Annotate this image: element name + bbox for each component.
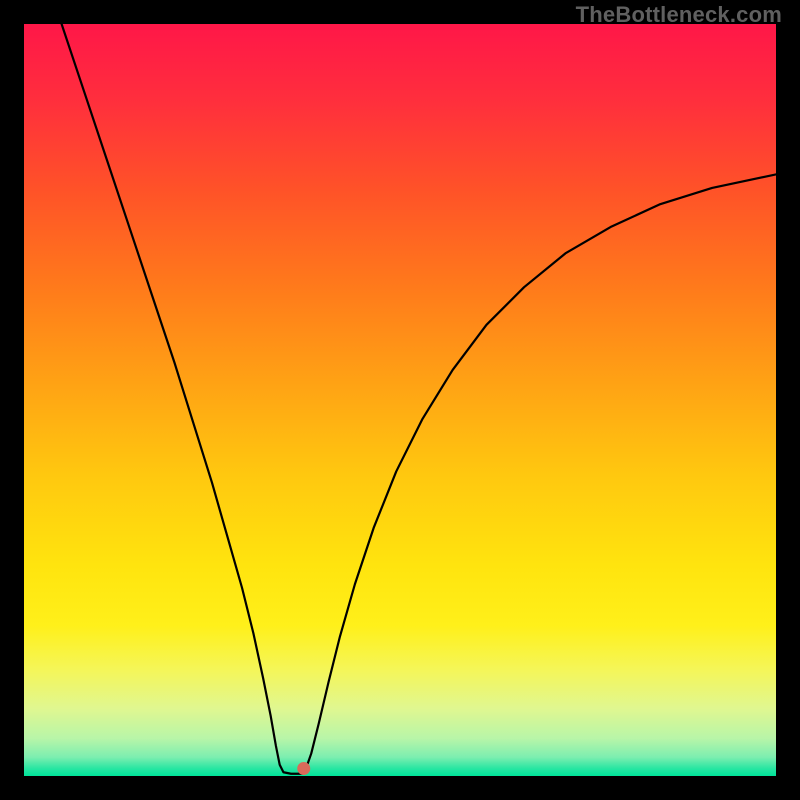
chart-container: TheBottleneck.com <box>0 0 800 800</box>
plot-svg <box>24 24 776 776</box>
gradient-background <box>24 24 776 776</box>
optimal-point-marker <box>297 762 310 775</box>
watermark-text: TheBottleneck.com <box>576 2 782 28</box>
plot-area <box>24 24 776 776</box>
